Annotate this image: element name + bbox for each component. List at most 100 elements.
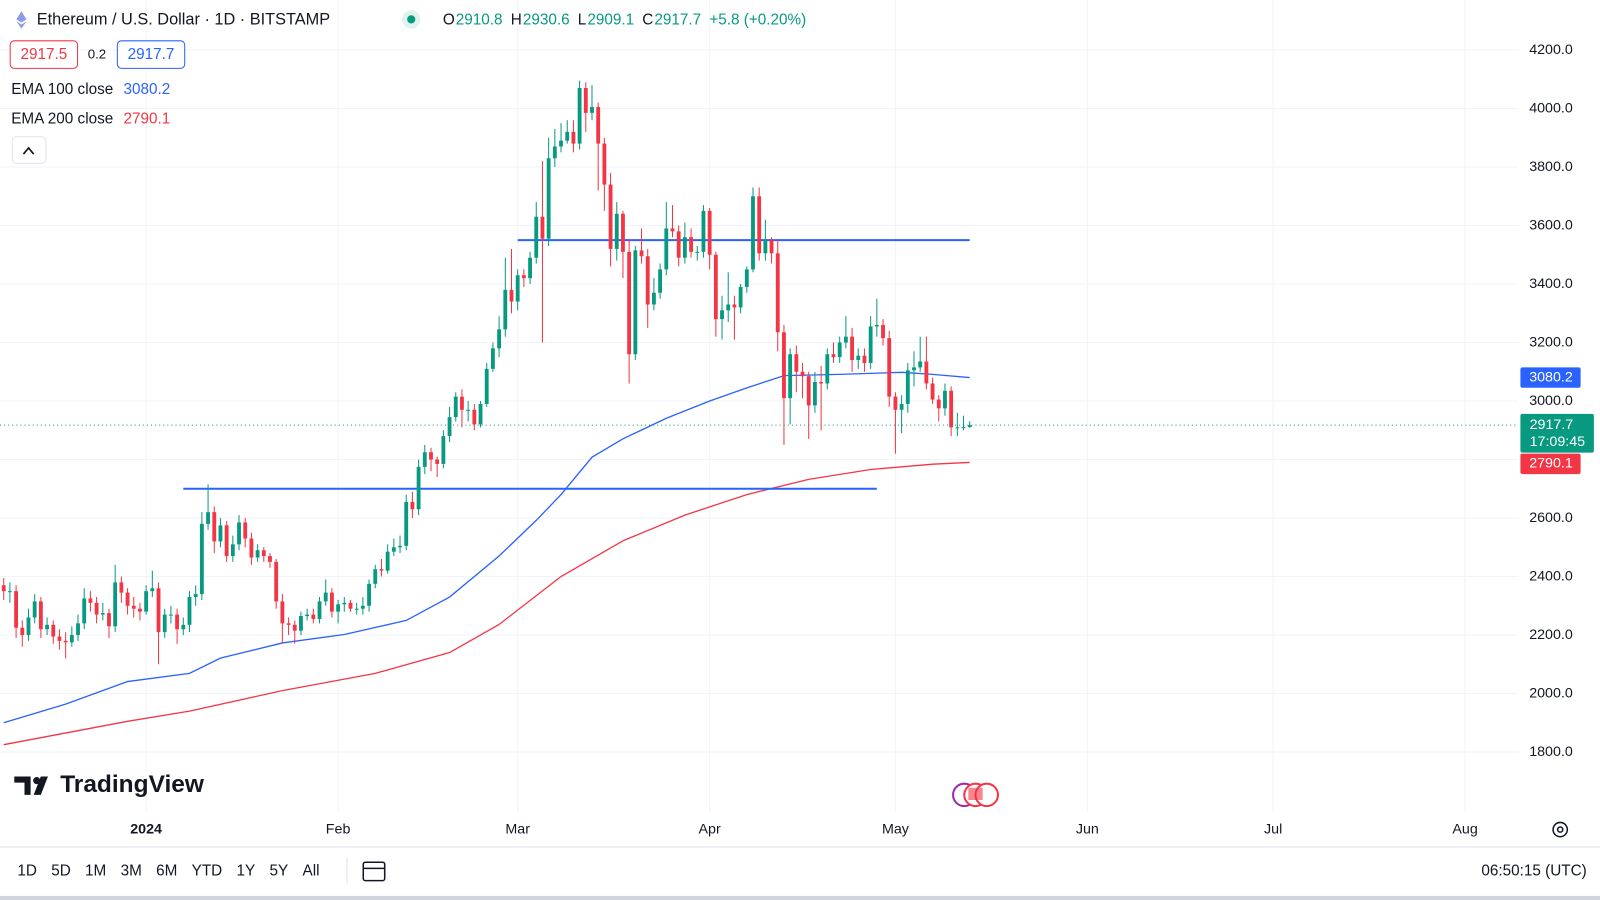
candle-body <box>14 591 19 628</box>
range-button[interactable]: 6M <box>156 862 177 879</box>
candle-body <box>862 355 867 363</box>
status-dot <box>407 15 416 24</box>
candle-body <box>918 361 923 368</box>
candle-body <box>627 251 632 355</box>
candle-body <box>175 614 180 630</box>
candle-body <box>769 240 774 254</box>
candle-body <box>249 538 254 558</box>
candle-body <box>602 143 607 185</box>
candle-body <box>949 390 954 428</box>
candle-body <box>732 304 737 308</box>
x-tick-label: Jul <box>1264 821 1282 837</box>
logo: TradingView <box>60 771 205 798</box>
range-button[interactable]: 5Y <box>270 862 289 879</box>
candle-body <box>930 383 935 400</box>
y-tick-label: 4000.0 <box>1529 100 1573 116</box>
range-button[interactable]: 1D <box>17 862 37 879</box>
candle-body <box>633 250 638 355</box>
candle-body <box>738 286 743 308</box>
candle-body <box>422 452 427 467</box>
settings-icon[interactable] <box>1552 821 1569 838</box>
candle-body <box>466 409 471 411</box>
collapse-button[interactable] <box>11 136 47 164</box>
candle-body <box>534 216 539 258</box>
candle-body <box>230 544 235 557</box>
candle-body <box>206 512 210 524</box>
candle-body <box>429 452 433 460</box>
range-button[interactable]: 1M <box>85 862 106 879</box>
bid-box[interactable] <box>9 40 79 69</box>
candle-body <box>546 158 551 239</box>
candle-body <box>385 551 390 571</box>
y-tick-label: 2200.0 <box>1529 627 1573 643</box>
candle-body <box>410 501 415 510</box>
y-tick-label: 2600.0 <box>1529 510 1573 526</box>
candle-body <box>38 601 43 630</box>
candle-body <box>484 368 489 404</box>
candle-body <box>168 614 173 616</box>
candle-body <box>26 617 31 636</box>
candle-body <box>404 501 409 546</box>
candle-body <box>150 588 155 592</box>
x-tick-label: 2024 <box>130 821 162 837</box>
indicator-value: 2790.1 <box>123 110 170 127</box>
candle-body <box>819 382 824 384</box>
candle-body <box>478 403 483 425</box>
candle-body <box>360 605 365 609</box>
candle-body <box>689 237 693 252</box>
candle-body <box>726 304 731 311</box>
ask-box[interactable] <box>116 40 186 69</box>
candle-body <box>243 522 248 539</box>
candle-body <box>825 354 830 384</box>
candle-body <box>311 614 316 619</box>
candle-body <box>583 88 588 113</box>
candle-body <box>720 310 724 320</box>
candle-body <box>7 591 12 593</box>
bottom-strip <box>0 895 1600 900</box>
range-button[interactable]: All <box>303 862 320 879</box>
candle-body <box>76 623 80 636</box>
candle-body <box>967 425 972 428</box>
candle-body <box>497 329 502 349</box>
candle-body <box>614 213 619 249</box>
y-tick-label: 4200.0 <box>1529 42 1573 58</box>
candle-body <box>831 354 836 358</box>
range-button[interactable]: YTD <box>192 862 223 879</box>
y-tick-label: 3400.0 <box>1529 276 1573 292</box>
candle-body <box>812 382 817 406</box>
candle-body <box>125 592 130 606</box>
candle-body <box>45 624 49 630</box>
y-tick-label: 3600.0 <box>1529 217 1573 233</box>
calendar-icon[interactable] <box>362 861 386 882</box>
candle-body <box>955 427 960 429</box>
indicator-name: EMA 200 close <box>11 110 113 127</box>
range-button[interactable]: 5D <box>51 862 71 879</box>
ohlc-key: L <box>578 11 587 28</box>
change: +5.8 (+0.20%) <box>709 11 806 28</box>
candle-body <box>107 613 111 627</box>
ema-line <box>3 461 970 746</box>
candle-body <box>274 561 279 602</box>
x-tick-label: Aug <box>1452 821 1477 837</box>
candle-body <box>100 613 105 615</box>
ohlc-value: 2930.6 <box>523 11 570 28</box>
settings-icon-core <box>1556 826 1564 833</box>
candle-body <box>608 184 613 249</box>
price-badge-label: 2917.7 <box>1530 417 1574 433</box>
candle-body <box>701 210 706 252</box>
range-button[interactable]: 3M <box>121 862 142 879</box>
indicator-value: 3080.2 <box>123 81 170 98</box>
candle-body <box>596 107 601 144</box>
bid: 2917.5 <box>20 46 67 63</box>
candle-body <box>899 403 904 410</box>
candle-body <box>893 396 898 410</box>
x-tick-label: Feb <box>326 821 351 837</box>
y-tick-label: 3000.0 <box>1529 393 1573 409</box>
range-button[interactable]: 1Y <box>237 862 256 879</box>
candle-body <box>806 376 811 406</box>
y-tick-label: 3800.0 <box>1529 159 1573 175</box>
candle-body <box>255 550 260 558</box>
plot <box>0 80 1519 746</box>
candle-body <box>391 547 396 552</box>
collapse-icon <box>22 146 35 155</box>
